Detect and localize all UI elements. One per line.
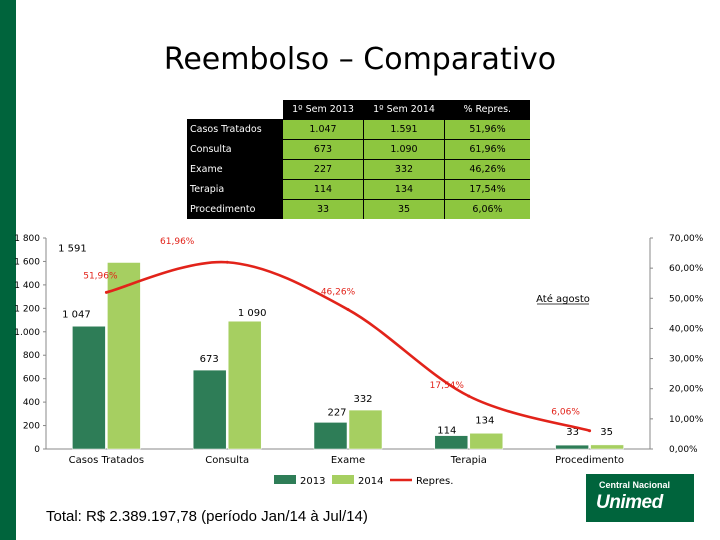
line-label: 6,06%: [551, 408, 580, 418]
line-point: [104, 290, 108, 294]
line-label: 46,26%: [321, 288, 356, 298]
y-right-tick-label: 20,00%: [669, 385, 704, 395]
cell-pct: 46,26%: [444, 159, 530, 180]
y-left-tick-label: 1 200: [14, 304, 40, 314]
cell-pct: 17,54%: [444, 179, 530, 200]
bar-2013: [72, 326, 106, 450]
cell-2013: 673: [282, 139, 364, 160]
cell-2014: 332: [363, 159, 445, 180]
cell-2013: 114: [282, 179, 364, 200]
bar-2014: [227, 320, 262, 450]
legend-swatch-2013: [274, 475, 296, 484]
bar-2013: [555, 444, 589, 450]
cell-2013: 1.047: [282, 119, 364, 140]
y-left-tick-label: 1 800: [14, 234, 40, 244]
y-right-tick-label: 70,00%: [669, 234, 704, 244]
legend-label-2014: 2014: [358, 476, 383, 487]
logo-line2: Unimed: [596, 492, 663, 513]
table-row: Terapia 114 134 17,54%: [187, 179, 530, 200]
y-left-tick-label: 0: [34, 445, 40, 455]
table-row: Casos Tratados 1.047 1.591 51,96%: [187, 119, 530, 140]
y-left-tick-label: 800: [23, 351, 40, 361]
bar-label-2013: 1 047: [62, 309, 91, 320]
bar-2013: [192, 369, 227, 450]
bar-label-2014: 1 090: [238, 308, 267, 319]
bar-label-2013: 673: [200, 354, 219, 365]
y-left-tick-label: 1.000: [14, 328, 40, 338]
line-point: [467, 394, 471, 398]
bar-label-2014: 35: [600, 427, 613, 438]
cell-2014: 35: [363, 199, 445, 219]
x-tick-label: Consulta: [205, 455, 249, 466]
row-label: Procedimento: [187, 199, 283, 219]
y-left-tick-label: 1 600: [14, 257, 40, 267]
bar-label-2013: 114: [437, 426, 456, 437]
y-right-tick-label: 50,00%: [669, 294, 704, 304]
cell-2013: 33: [282, 199, 364, 219]
logo-line1: Central Nacional: [599, 480, 671, 490]
bar-label-2014: 1 591: [58, 243, 87, 254]
bar-2014: [107, 262, 141, 450]
annotation-ate-agosto: Até agosto: [536, 293, 590, 305]
cell-pct: 6,06%: [444, 199, 530, 219]
line-label: 51,96%: [83, 271, 118, 281]
line-label: 61,96%: [160, 237, 195, 247]
bar-2014: [590, 444, 624, 450]
side-accent-bar: [0, 0, 16, 540]
y-right-tick-label: 10,00%: [669, 415, 704, 425]
cell-pct: 51,96%: [444, 119, 530, 140]
bar-2013: [434, 435, 469, 450]
y-right-tick-label: 60,00%: [669, 264, 704, 274]
line-point: [346, 308, 350, 312]
cell-2014: 1.591: [363, 119, 445, 140]
cell-2013: 227: [282, 159, 364, 180]
y-left-tick-label: 200: [23, 422, 40, 432]
unimed-logo: Central Nacional Unimed: [586, 474, 694, 522]
row-label: Exame: [187, 159, 283, 180]
cell-2014: 1.090: [363, 139, 445, 160]
slide-title: Reembolso – Comparativo: [163, 42, 557, 77]
cell-2014: 134: [363, 179, 445, 200]
table-row: Procedimento 33 35 6,06%: [187, 199, 530, 219]
bar-label-2013: 227: [327, 407, 346, 418]
x-tick-label: Casos Tratados: [69, 455, 144, 466]
cell-pct: 61,96%: [444, 139, 530, 160]
x-tick-label: Procedimento: [555, 455, 624, 466]
bar-label-2014: 332: [353, 394, 372, 405]
y-left-tick-label: 400: [23, 398, 40, 408]
line-point: [225, 260, 229, 264]
row-label: Consulta: [187, 139, 283, 160]
legend-label-2013: 2013: [300, 476, 325, 487]
legend-label-line: Repres.: [416, 476, 453, 487]
bar-label-2013: 33: [566, 427, 579, 438]
y-right-tick-label: 30,00%: [669, 355, 704, 365]
table-row: Consulta 673 1.090 61,96%: [187, 139, 530, 160]
x-tick-label: Terapia: [450, 455, 487, 466]
y-right-tick-label: 0,00%: [669, 445, 698, 455]
y-right-tick-label: 40,00%: [669, 324, 704, 334]
row-label: Casos Tratados: [187, 119, 283, 140]
bar-2013: [313, 422, 348, 450]
legend-swatch-2014: [332, 475, 354, 484]
footer-total: Total: R$ 2.389.197,78 (período Jan/14 à…: [46, 508, 368, 525]
row-label: Terapia: [187, 179, 283, 200]
y-left-tick-label: 1 400: [14, 281, 40, 291]
bar-2014: [469, 433, 504, 450]
x-tick-label: Exame: [331, 455, 365, 466]
table-row: Exame 227 332 46,26%: [187, 159, 530, 180]
line-point: [588, 429, 592, 433]
line-label: 17,54%: [430, 381, 465, 391]
y-left-tick-label: 600: [23, 375, 40, 385]
comparison-table: 1º Sem 2013 1º Sem 2014 % Repres. Casos …: [187, 100, 530, 219]
bar-2014: [348, 409, 383, 450]
bar-label-2014: 134: [475, 415, 494, 426]
